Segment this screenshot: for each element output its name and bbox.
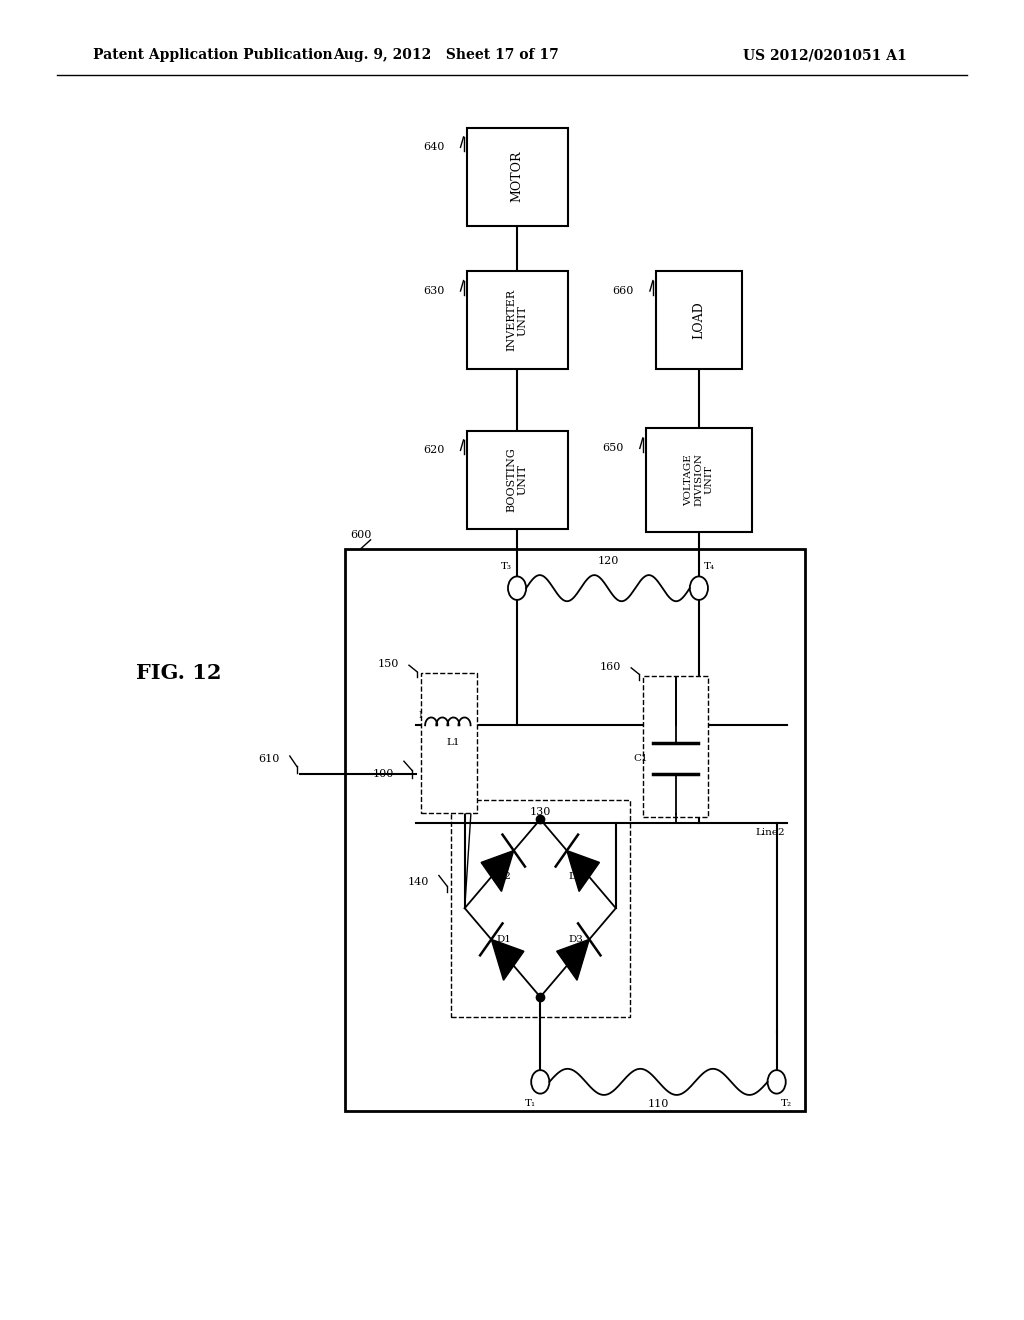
Bar — [345, 549, 805, 1110]
Text: D2: D2 — [497, 873, 512, 882]
Text: T₃: T₃ — [501, 562, 512, 572]
Bar — [451, 800, 630, 1016]
Text: 160: 160 — [600, 661, 622, 672]
Text: 140: 140 — [408, 876, 429, 887]
Bar — [656, 272, 741, 370]
Text: D3: D3 — [569, 935, 584, 944]
Text: T₁: T₁ — [525, 1098, 537, 1107]
Bar — [467, 272, 567, 370]
Text: Line1: Line1 — [418, 711, 447, 721]
Text: C1: C1 — [634, 754, 648, 763]
Text: D4: D4 — [569, 873, 584, 882]
Text: L1: L1 — [446, 738, 460, 747]
Text: Patent Application Publication: Patent Application Publication — [93, 49, 333, 62]
Text: VOLTAGE
DIVISION
UNIT: VOLTAGE DIVISION UNIT — [684, 453, 714, 507]
Text: INVERTER
UNIT: INVERTER UNIT — [506, 289, 527, 351]
Polygon shape — [492, 940, 524, 981]
Text: D1: D1 — [497, 935, 512, 944]
Text: 100: 100 — [373, 770, 394, 779]
Bar — [467, 430, 567, 529]
Text: Aug. 9, 2012   Sheet 17 of 17: Aug. 9, 2012 Sheet 17 of 17 — [334, 49, 559, 62]
Text: 660: 660 — [612, 286, 634, 296]
Polygon shape — [557, 940, 589, 981]
Text: FIG. 12: FIG. 12 — [136, 663, 221, 682]
Text: 610: 610 — [258, 754, 280, 763]
Text: LOAD: LOAD — [692, 301, 706, 339]
Text: T₂: T₂ — [780, 1098, 792, 1107]
Polygon shape — [567, 850, 599, 891]
Bar — [467, 128, 567, 226]
Text: US 2012/0201051 A1: US 2012/0201051 A1 — [743, 49, 907, 62]
Text: 650: 650 — [602, 444, 624, 453]
Bar — [643, 676, 708, 817]
Text: T₄: T₄ — [703, 562, 715, 572]
Text: 630: 630 — [423, 286, 444, 296]
Text: 640: 640 — [423, 143, 444, 152]
Text: 120: 120 — [597, 556, 618, 566]
Bar — [646, 428, 752, 532]
Text: BOOSTING
UNIT: BOOSTING UNIT — [506, 447, 527, 512]
Text: 130: 130 — [529, 807, 551, 817]
Text: 620: 620 — [423, 445, 444, 455]
Text: 150: 150 — [378, 659, 399, 669]
Text: 600: 600 — [350, 529, 372, 540]
Polygon shape — [481, 850, 514, 891]
Text: MOTOR: MOTOR — [511, 150, 523, 202]
Text: 110: 110 — [648, 1098, 669, 1109]
Bar — [421, 673, 476, 813]
Text: Line2: Line2 — [755, 829, 784, 837]
